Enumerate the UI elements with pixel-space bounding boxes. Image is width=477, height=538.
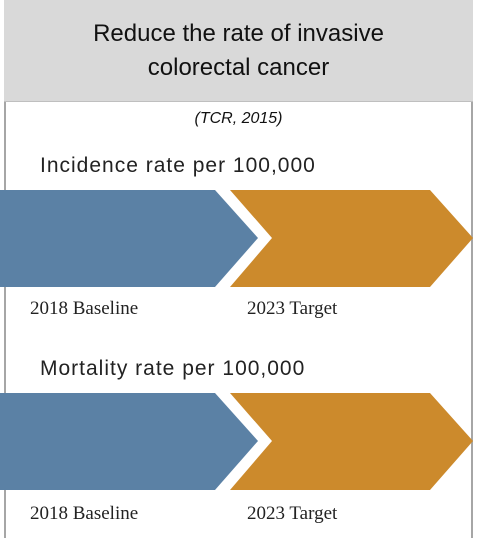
baseline-arrow: [0, 393, 258, 490]
target-label: 2023 Target: [247, 503, 338, 524]
title: Reduce the rate of invasive colorectal c…: [93, 19, 384, 81]
section-label: Incidence rate per 100,000: [40, 154, 316, 177]
section-label: Mortality rate per 100,000: [40, 357, 306, 380]
target-arrow: [230, 190, 473, 287]
baseline-label: 2018 Baseline: [30, 503, 139, 524]
baseline-label: 2018 Baseline: [30, 298, 139, 319]
arrows: [0, 393, 473, 490]
arrows: [0, 190, 473, 287]
source: (TCR, 2015): [194, 110, 283, 127]
target-label: 2023 Target: [247, 298, 338, 319]
target-arrow: [230, 393, 473, 490]
header: Reduce the rate of invasive colorectal c…: [4, 0, 473, 102]
border: [471, 0, 473, 538]
baseline-arrow: [0, 190, 258, 287]
